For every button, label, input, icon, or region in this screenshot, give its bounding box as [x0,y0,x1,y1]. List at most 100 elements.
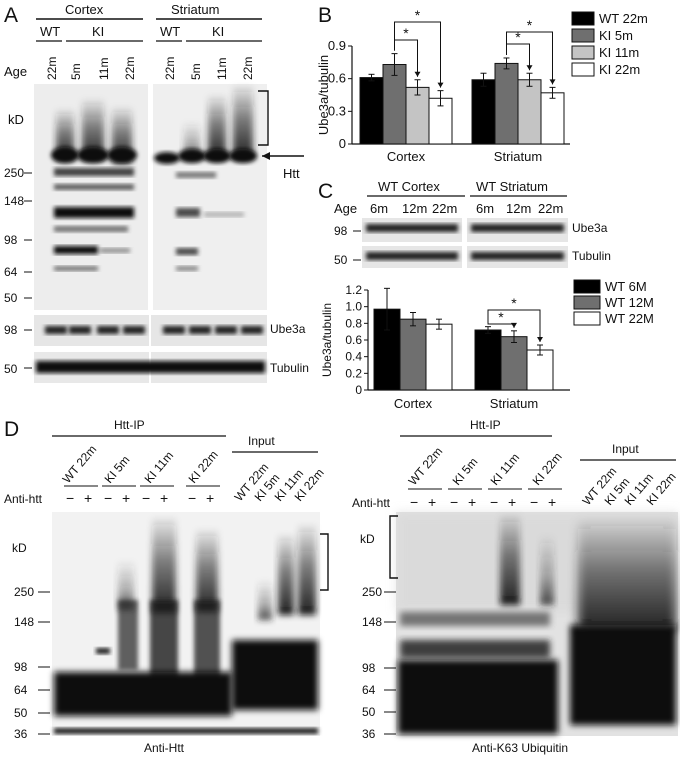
significance-arrowhead-icon [549,79,556,85]
marker-a-50: 50 [4,291,18,305]
band-c2a [77,147,109,163]
group-label-wt-cortex: WT Cortex [378,179,440,194]
bar-cortex-0 [359,77,384,145]
age-label-c: Age [334,201,357,216]
significance-arrowhead-icon [437,82,444,88]
panel-letter-b: B [318,4,332,27]
anti-htt-minus-left-0: − [66,490,74,506]
caption-anti-htt: Anti-Htt [144,741,185,755]
blot-anti-k63 [396,512,678,736]
band-s1 [178,149,206,163]
significance-arrowhead-icon [511,322,517,328]
band-dl-bottom [54,728,318,734]
kd-label-a: kD [8,112,24,127]
blot-anti-htt [52,512,320,736]
band-s-row3 [176,208,200,217]
significance-arrowhead-icon [526,65,533,71]
band-c-row2 [54,168,134,176]
ip-lane-right-2: KI 11m [488,450,523,487]
anti-htt-plus-left-0: + [84,490,92,506]
significance-arrowhead-icon [414,71,421,77]
band-dl-ki22 [194,600,220,680]
panel-d: D Htt-IP Input WT 22m KI 5m KI 11m KI 22m− +… [4,418,679,755]
category-label-cortex: Cortex [387,149,426,164]
kd-label-d-right: kD [360,532,375,546]
marker-dl-250: 250 [14,585,34,599]
genotype-wt-cortex: WT [40,24,60,39]
htt-arrow-label: Htt [283,166,300,181]
bar-striatum-2 [526,349,554,391]
marker-dr-98: 98 [362,661,376,675]
y-tick-label: 0.2 [345,366,362,380]
legend-label-2: KI 11m [599,45,639,60]
blot-htt-cortex [34,84,148,310]
chart-c: 0 0.2 0.4 0.6 0.8 1.0 1.2 Ube3a/tubulin Cortex St… [320,279,654,411]
significance-bracket [394,21,441,88]
smear-dl-4 [258,580,272,620]
ip-label-left: Htt-IP [114,418,145,432]
bar-cortex-2 [405,86,430,145]
marker-98-c: 98 [334,224,348,238]
panel-b: B 0 0.3 0.6 0.9 Ube3a/tubulin Cortex Striatum *… [316,4,648,164]
tubulin-band-a [36,361,265,373]
smear-dl-1 [118,560,134,610]
bar-striatum-0 [474,329,502,391]
kd-label-d-left: kD [12,541,27,555]
ip-lane-right-0: WT 22m [406,444,446,488]
category-label-cortex: Cortex [394,396,433,411]
lane-ages-a: 22m 5m 11m 22m 22m 5m 11m 22m [45,57,255,80]
significance-star: * [415,7,421,23]
lane-age-a-0-0: 22m [45,57,59,80]
band-s-row2 [176,172,216,178]
band-c1a [51,147,79,163]
smear-striatum-3 [233,86,253,158]
anti-htt-minus-right-1: − [450,494,458,510]
band-s3 [229,149,257,163]
y-tick-label: 1.2 [345,283,362,297]
marker-dr-250: 250 [362,585,382,599]
markers-d-left: 250 148 98 64 50 36 [14,585,50,741]
marker-a-98: 98 [4,233,18,247]
lane-age-a-1-2: 11m [215,58,229,80]
significance-star: * [403,25,409,41]
lane-age-c-0-0: 6m [370,201,388,216]
smear-dr-1 [500,515,520,605]
lane-age-c-1-0: 6m [476,201,494,216]
anti-htt-minus-left-1: − [104,490,112,506]
smear-cortex-2 [82,100,104,160]
blot-label-ube3a-c: Ube3a [572,221,608,235]
ube3a-c-band-1 [366,224,458,232]
age-label-a: Age [4,64,27,79]
legend-swatch-2 [573,311,601,326]
significance-star: * [515,29,521,45]
anti-htt-plus-right-0: + [428,494,436,510]
marker-a-64: 64 [4,265,18,279]
ube3a-bands-a [45,326,263,334]
htt-arrowhead-icon [262,152,270,160]
lane-age-a-1-0: 22m [163,57,177,80]
bar-striatum-3 [540,92,565,145]
y-tick-label: 0.3 [328,103,346,118]
y-tick-label: 0 [355,383,362,397]
band-c-row6b [100,248,130,253]
band-c-row7 [54,266,98,271]
tubulin-c-band-2 [471,252,564,260]
ip-label-right: Htt-IP [470,418,501,432]
anti-htt-plus-left-1: + [122,490,130,506]
chart-b: 0 0.3 0.6 0.9 Ube3a/tubulin Cortex Striatum * * *… [316,7,648,164]
marker-ube3a-a: 98 [4,323,18,337]
ip-lane-right-1: KI 5m [450,455,481,488]
anti-htt-minus-right-2: − [490,494,498,510]
input-label-right: Input [612,442,639,456]
lane-age-a-0-3: 22m [123,57,137,80]
panel-letter-c: C [318,180,333,203]
band-c-row3 [54,184,134,190]
ube3a-band-a-1 [69,326,91,334]
smear-dr-input [578,520,676,630]
ube3a-band-a-0 [45,326,67,334]
band-s2 [203,149,231,163]
panel-c: C WT Cortex WT Striatum Age 6m 12m 22m 6m 12… [318,179,654,411]
band-dl-igg [54,672,232,716]
legend-label-0: WT 6M [605,279,647,294]
marker-dl-50: 50 [14,706,28,720]
